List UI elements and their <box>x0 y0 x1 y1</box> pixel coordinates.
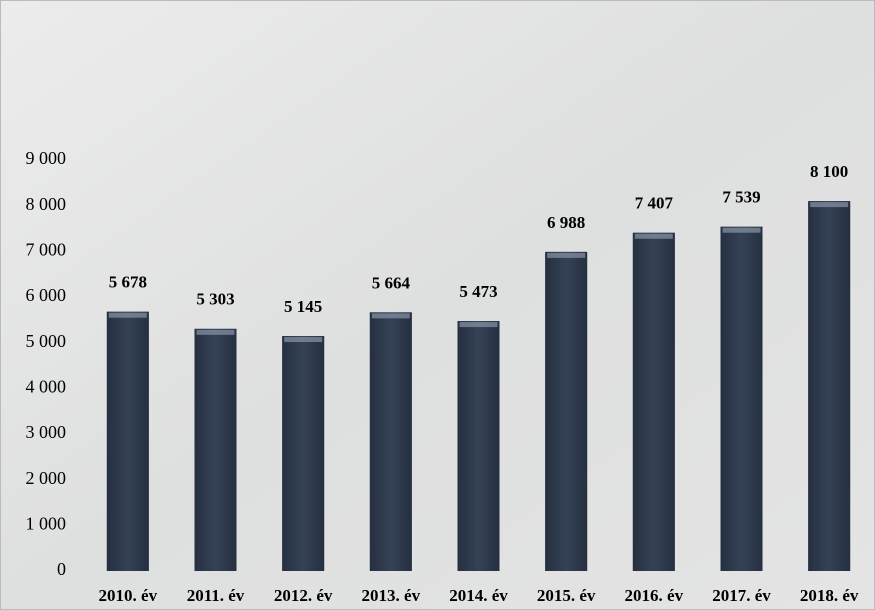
bar-highlight <box>196 329 235 335</box>
data-label: 8 100 <box>810 162 848 181</box>
y-tick-label: 9 000 <box>26 148 67 168</box>
y-tick-label: 3 000 <box>26 422 67 442</box>
y-tick-label: 7 000 <box>26 239 67 259</box>
data-label: 7 539 <box>722 188 760 207</box>
bar-shade <box>632 232 675 571</box>
bar-highlight <box>722 227 761 233</box>
y-tick-label: 5 000 <box>26 331 67 351</box>
bar-highlight <box>634 233 673 239</box>
bar-shade <box>106 311 149 571</box>
x-tick-label: 2015. év <box>537 586 596 605</box>
bar-highlight <box>547 252 586 258</box>
x-tick-label: 2016. év <box>625 586 684 605</box>
data-label: 5 473 <box>459 282 497 301</box>
y-tick-label: 8 000 <box>26 194 67 214</box>
data-label: 5 664 <box>372 273 411 292</box>
data-label: 5 303 <box>196 290 234 309</box>
x-tick-label: 2018. év <box>800 586 859 605</box>
bar-shade <box>457 321 500 571</box>
bar-shade <box>808 201 851 571</box>
x-tick-label: 2014. év <box>449 586 508 605</box>
x-tick-label: 2012. év <box>274 586 333 605</box>
bar-shade <box>194 328 237 571</box>
y-tick-label: 4 000 <box>26 376 67 396</box>
bar-highlight <box>459 322 498 328</box>
y-tick-label: 2 000 <box>26 468 67 488</box>
bar-highlight <box>810 202 849 208</box>
bar-highlight <box>284 337 323 343</box>
x-tick-label: 2010. év <box>99 586 158 605</box>
x-tick-label: 2011. év <box>187 586 245 605</box>
y-tick-label: 1 000 <box>26 513 67 533</box>
bar-highlight <box>108 312 147 318</box>
data-label: 5 678 <box>109 273 147 292</box>
bar-shade <box>282 336 325 571</box>
data-label: 5 145 <box>284 297 322 316</box>
bar-highlight <box>371 313 410 319</box>
y-tick-label: 0 <box>57 559 66 579</box>
y-tick-label: 6 000 <box>26 285 67 305</box>
x-tick-label: 2017. év <box>712 586 771 605</box>
bar-shade <box>720 226 763 571</box>
data-label: 7 407 <box>635 194 674 213</box>
x-tick-label: 2013. év <box>362 586 421 605</box>
data-label: 6 988 <box>547 213 585 232</box>
bar-shade <box>545 251 588 571</box>
bar-shade <box>369 312 412 571</box>
